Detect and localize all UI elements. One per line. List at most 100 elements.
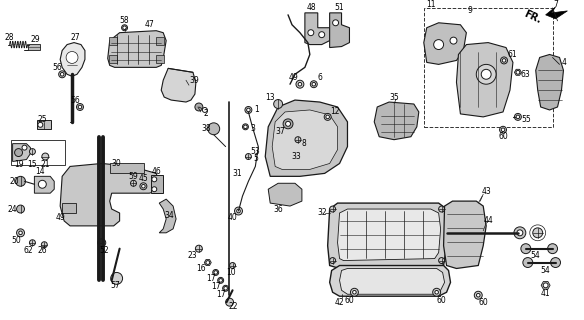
Text: 21: 21 xyxy=(40,160,50,169)
Polygon shape xyxy=(457,43,513,117)
Circle shape xyxy=(353,291,356,294)
Polygon shape xyxy=(265,100,347,176)
Circle shape xyxy=(29,148,36,155)
Circle shape xyxy=(219,279,223,282)
Text: 60: 60 xyxy=(478,298,488,307)
Text: 15: 15 xyxy=(27,160,37,169)
Polygon shape xyxy=(444,201,486,268)
Text: 52: 52 xyxy=(99,246,109,255)
Circle shape xyxy=(523,258,533,268)
Circle shape xyxy=(324,113,331,120)
Circle shape xyxy=(38,122,43,127)
Text: 60: 60 xyxy=(498,132,508,141)
Text: 43: 43 xyxy=(481,187,491,196)
Text: 53: 53 xyxy=(251,147,260,156)
Circle shape xyxy=(481,69,491,79)
Circle shape xyxy=(15,148,23,156)
Circle shape xyxy=(329,258,336,264)
Circle shape xyxy=(434,40,444,50)
Text: 24: 24 xyxy=(8,204,18,213)
Text: 17: 17 xyxy=(216,290,225,299)
Polygon shape xyxy=(272,110,338,169)
Text: 59: 59 xyxy=(128,172,138,181)
Polygon shape xyxy=(329,266,450,296)
Polygon shape xyxy=(536,54,564,110)
Text: 6: 6 xyxy=(317,73,322,82)
Polygon shape xyxy=(328,203,449,268)
Text: 37: 37 xyxy=(275,127,285,136)
Text: 27: 27 xyxy=(70,33,80,42)
Circle shape xyxy=(152,187,157,192)
Text: 58: 58 xyxy=(120,16,130,25)
Circle shape xyxy=(477,64,496,84)
Bar xyxy=(157,37,164,44)
Circle shape xyxy=(141,184,145,188)
Circle shape xyxy=(516,115,520,119)
Bar xyxy=(424,8,552,127)
Text: 44: 44 xyxy=(484,216,493,225)
Circle shape xyxy=(474,291,482,299)
Text: 38: 38 xyxy=(201,124,211,133)
Circle shape xyxy=(439,258,444,264)
Text: 39: 39 xyxy=(189,76,199,85)
Circle shape xyxy=(326,115,329,119)
Text: 54: 54 xyxy=(541,266,551,275)
Circle shape xyxy=(77,104,84,110)
Circle shape xyxy=(329,206,336,212)
Bar xyxy=(11,140,65,165)
Text: 45: 45 xyxy=(138,174,148,183)
Circle shape xyxy=(235,207,242,215)
Polygon shape xyxy=(374,102,419,140)
Circle shape xyxy=(58,71,65,78)
Circle shape xyxy=(501,128,505,132)
Bar xyxy=(157,55,164,63)
Bar xyxy=(151,175,163,193)
Circle shape xyxy=(551,258,561,268)
Circle shape xyxy=(350,288,359,296)
Circle shape xyxy=(22,145,27,150)
Circle shape xyxy=(152,177,157,182)
Polygon shape xyxy=(305,13,329,44)
Circle shape xyxy=(295,137,301,143)
Circle shape xyxy=(274,100,283,108)
Text: 56: 56 xyxy=(53,63,62,72)
Text: 17: 17 xyxy=(211,282,221,291)
Text: 54: 54 xyxy=(531,251,541,260)
Text: 12: 12 xyxy=(330,108,339,116)
Circle shape xyxy=(521,244,531,254)
Circle shape xyxy=(516,70,520,74)
Polygon shape xyxy=(541,282,550,289)
Circle shape xyxy=(237,209,240,213)
Text: 49: 49 xyxy=(289,73,299,82)
Polygon shape xyxy=(34,176,54,193)
Bar xyxy=(37,120,51,129)
Circle shape xyxy=(224,286,227,290)
Circle shape xyxy=(244,125,247,129)
Circle shape xyxy=(16,229,25,237)
Circle shape xyxy=(283,119,293,129)
Circle shape xyxy=(130,180,137,186)
Circle shape xyxy=(60,73,64,76)
Circle shape xyxy=(435,291,439,294)
Text: 4: 4 xyxy=(562,58,567,67)
Polygon shape xyxy=(13,144,30,162)
Polygon shape xyxy=(60,164,159,226)
Circle shape xyxy=(196,245,202,252)
Text: FR.: FR. xyxy=(523,9,543,25)
Circle shape xyxy=(543,283,548,288)
Circle shape xyxy=(477,293,480,297)
Circle shape xyxy=(500,57,507,64)
Polygon shape xyxy=(424,23,467,64)
Text: 1: 1 xyxy=(254,106,259,115)
Text: 61: 61 xyxy=(507,50,517,59)
Polygon shape xyxy=(60,43,85,76)
Circle shape xyxy=(310,81,317,88)
Text: 17: 17 xyxy=(206,274,215,283)
Circle shape xyxy=(242,124,248,130)
Bar xyxy=(62,203,76,213)
Circle shape xyxy=(66,52,78,63)
Text: 62: 62 xyxy=(23,246,33,255)
Bar xyxy=(109,37,117,44)
Text: 55: 55 xyxy=(521,116,531,124)
Circle shape xyxy=(202,108,207,112)
